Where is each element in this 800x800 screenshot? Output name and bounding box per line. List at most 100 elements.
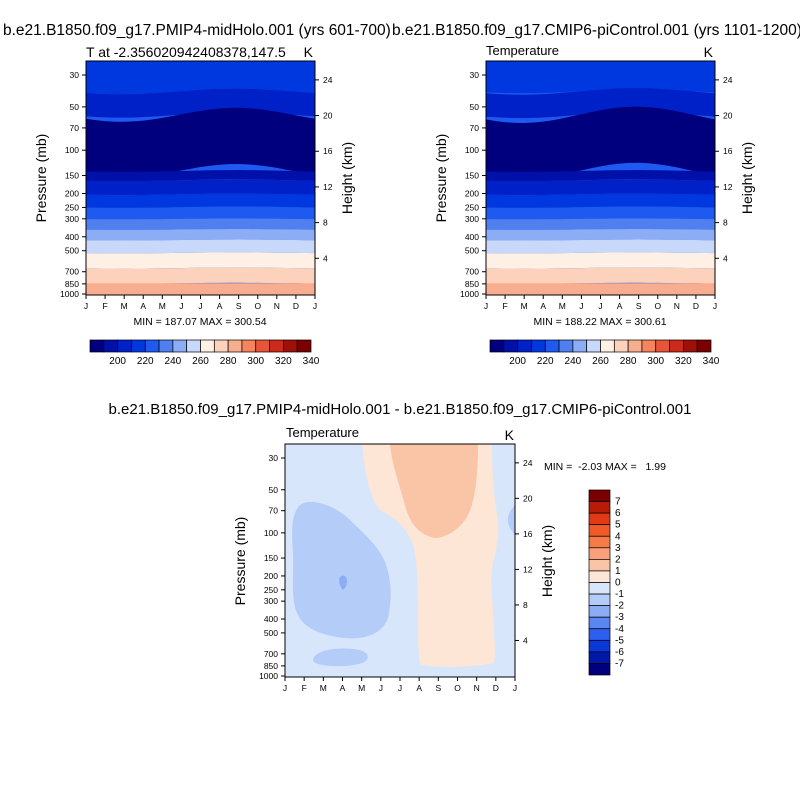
- colorbar-tick-label: -4: [615, 624, 624, 635]
- colorbar-box: [588, 651, 611, 664]
- y2-tick-label: 24: [723, 75, 733, 85]
- colorbar-tick-label: 1: [615, 566, 621, 577]
- colorbar-box: [489, 339, 505, 353]
- y-tick-label: 1000: [460, 289, 479, 299]
- y2-axis: 24 20 16 12 8 4: [315, 75, 333, 263]
- x-tick-label: J: [713, 301, 717, 311]
- y-tick-label: 50: [269, 485, 279, 495]
- colorbar-tick-label: 200: [109, 356, 126, 367]
- y-tick-label: 850: [264, 661, 278, 671]
- colorbar-box: [613, 339, 629, 353]
- y2-axis: 24 20 16 12 8 4: [715, 75, 733, 263]
- colorbar-box: [517, 339, 532, 353]
- y-tick-label: 250: [65, 202, 79, 212]
- x-tick-label: A: [540, 301, 546, 311]
- colorbar-box: [588, 663, 611, 676]
- y2-tick-label: 16: [723, 146, 733, 156]
- contour-field: [86, 61, 315, 295]
- x-tick-label: F: [102, 301, 107, 311]
- colorbar-tick-label: 200: [509, 356, 526, 367]
- colorbar-tick-label: 240: [565, 356, 582, 367]
- x-tick-label: M: [559, 301, 566, 311]
- y-tick-label: 500: [264, 628, 278, 638]
- colorbar-box: [696, 339, 712, 353]
- y2-tick-label: 4: [723, 253, 728, 263]
- y-tick-label: 500: [65, 246, 79, 256]
- colorbar-tick-label: 280: [220, 356, 237, 367]
- contour-band: [486, 61, 715, 94]
- y-tick-label: 850: [65, 279, 79, 289]
- contour-band: [86, 206, 315, 220]
- contour-band: [86, 107, 315, 178]
- y-tick-label: 150: [264, 553, 278, 563]
- contour-band: [486, 179, 715, 196]
- colorbar-box: [655, 339, 670, 353]
- panel-title: b.e21.B1850.f09_g17.PMIP4-midHolo.001 (y…: [3, 22, 391, 39]
- colorbar-box: [588, 628, 611, 641]
- y-tick-label: 1000: [259, 671, 278, 681]
- colorbar-tick-label: 5: [615, 520, 621, 531]
- y-tick-label: 300: [65, 214, 79, 224]
- y-tick-label: 100: [65, 145, 79, 155]
- y2-tick-label: 12: [723, 182, 733, 192]
- x-tick-label: S: [435, 683, 441, 693]
- panel-right-label: K: [704, 44, 714, 60]
- colorbar-box: [588, 605, 611, 618]
- x-tick-label: A: [617, 301, 623, 311]
- colorbar-tick-label: 2: [615, 554, 621, 565]
- colorbar-box: [544, 339, 560, 353]
- colorbar-tick-label: -7: [615, 658, 624, 669]
- colorbar-box: [588, 582, 611, 595]
- colorbar-tick-label: 260: [192, 356, 209, 367]
- negative-spot: [339, 575, 347, 590]
- x-tick-label: J: [579, 301, 583, 311]
- colorbar-box: [588, 512, 611, 526]
- x-tick-label: M: [521, 301, 528, 311]
- colorbar-box: [588, 559, 611, 572]
- colorbar-tick-label: 220: [537, 356, 554, 367]
- colorbar-box: [241, 339, 257, 353]
- colorbar-tick-label: 220: [137, 356, 154, 367]
- y-tick-label: 150: [65, 171, 79, 181]
- y-tick-label: 150: [465, 171, 479, 181]
- colorbar-tick-label: 4: [615, 531, 621, 542]
- y-tick-label: 100: [264, 528, 278, 538]
- colorbar: 200 220 240 260 280 300 320 340: [489, 339, 720, 367]
- y-tick-label: 200: [65, 188, 79, 198]
- positive-core-region: [390, 444, 478, 538]
- contour-field: [285, 444, 515, 677]
- y-tick-label: 300: [264, 596, 278, 606]
- x-tick-label: J: [379, 683, 383, 693]
- colorbar-tick-label: 260: [592, 356, 609, 367]
- y-axis-label: Pressure (mb): [232, 517, 248, 606]
- y2-tick-label: 8: [723, 218, 728, 228]
- colorbar-box: [213, 339, 229, 353]
- stats-label: MIN = 187.07 MAX = 300.54: [133, 316, 266, 328]
- colorbar-box: [503, 339, 518, 353]
- y2-tick-label: 20: [323, 111, 333, 121]
- colorbar-box: [200, 339, 215, 353]
- colorbar-box: [117, 339, 132, 353]
- y-tick-label: 400: [65, 232, 79, 242]
- y-tick-label: 70: [470, 123, 480, 133]
- y2-tick-label: 20: [723, 111, 733, 121]
- colorbar-tick-label: 0: [615, 578, 621, 589]
- x-tick-label: J: [398, 683, 402, 693]
- x-tick-label: N: [474, 683, 480, 693]
- x-tick-label: A: [217, 301, 223, 311]
- x-tick-label: F: [502, 301, 507, 311]
- x-tick-label: M: [159, 301, 166, 311]
- negative-region-small: [313, 648, 368, 667]
- colorbar-tick-label: 320: [675, 356, 692, 367]
- y2-tick-label: 4: [523, 635, 528, 645]
- y2-tick-label: 20: [523, 493, 533, 503]
- y2-tick-label: 24: [523, 458, 533, 468]
- contour-band: [86, 267, 315, 284]
- panel-left-label: T at -2.356020942408378,147.5: [86, 44, 286, 60]
- contour-band: [486, 252, 715, 269]
- y-tick-label: 700: [65, 267, 79, 277]
- x-tick-label: N: [674, 301, 680, 311]
